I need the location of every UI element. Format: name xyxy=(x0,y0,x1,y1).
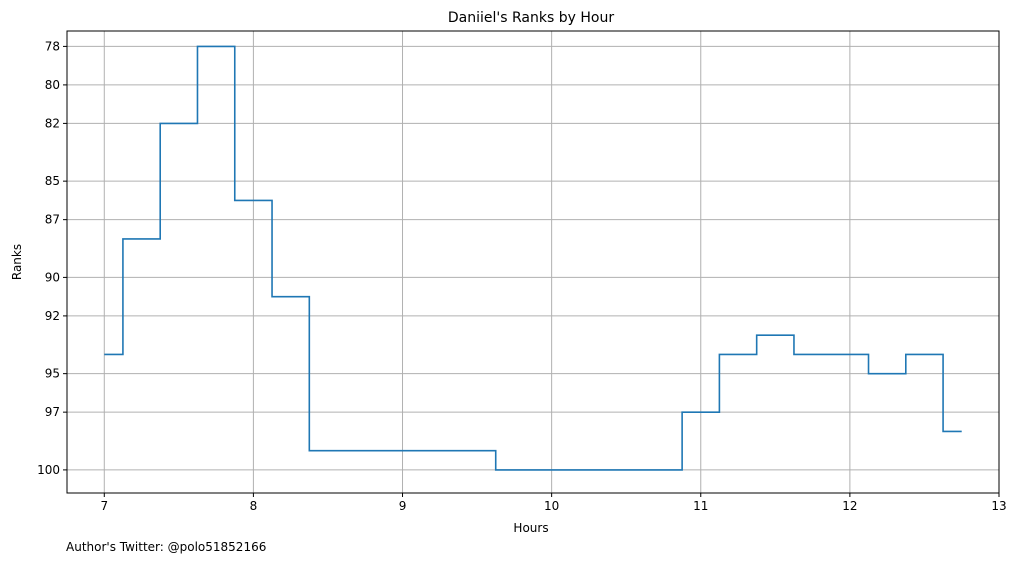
y-axis-label: Ranks xyxy=(10,244,24,280)
x-tick-label: 7 xyxy=(100,499,108,513)
plot-frame xyxy=(66,30,1000,494)
x-tick-label: 13 xyxy=(991,499,1006,513)
x-tick-label: 8 xyxy=(250,499,258,513)
x-axis-ticks: 7 8 9 10 11 12 13 xyxy=(100,493,1007,513)
y-tick-label: 87 xyxy=(45,213,60,227)
chart-title: Daniiel's Ranks by Hour xyxy=(448,10,614,26)
series-layer xyxy=(104,45,962,471)
y-tick-label: 90 xyxy=(45,270,60,284)
y-tick-label: 78 xyxy=(45,39,60,53)
y-tick-label: 85 xyxy=(45,174,60,188)
x-axis-label: Hours xyxy=(513,521,548,535)
y-tick-label: 82 xyxy=(45,116,60,130)
x-tick-label: 12 xyxy=(842,499,857,513)
y-tick-label: 92 xyxy=(45,309,60,323)
author-footnote: Author's Twitter: @polo51852166 xyxy=(66,540,266,554)
x-tick-label: 9 xyxy=(399,499,407,513)
y-tick-label: 97 xyxy=(45,405,60,419)
y-tick-label: 95 xyxy=(45,367,60,381)
y-axis-ticks: 78 80 82 85 87 90 92 95 97 100 xyxy=(37,39,67,477)
y-tick-label: 80 xyxy=(45,78,60,92)
x-tick-label: 10 xyxy=(544,499,559,513)
x-tick-label: 11 xyxy=(693,499,708,513)
y-tick-label: 100 xyxy=(37,463,60,477)
rank-series-line xyxy=(104,45,962,471)
